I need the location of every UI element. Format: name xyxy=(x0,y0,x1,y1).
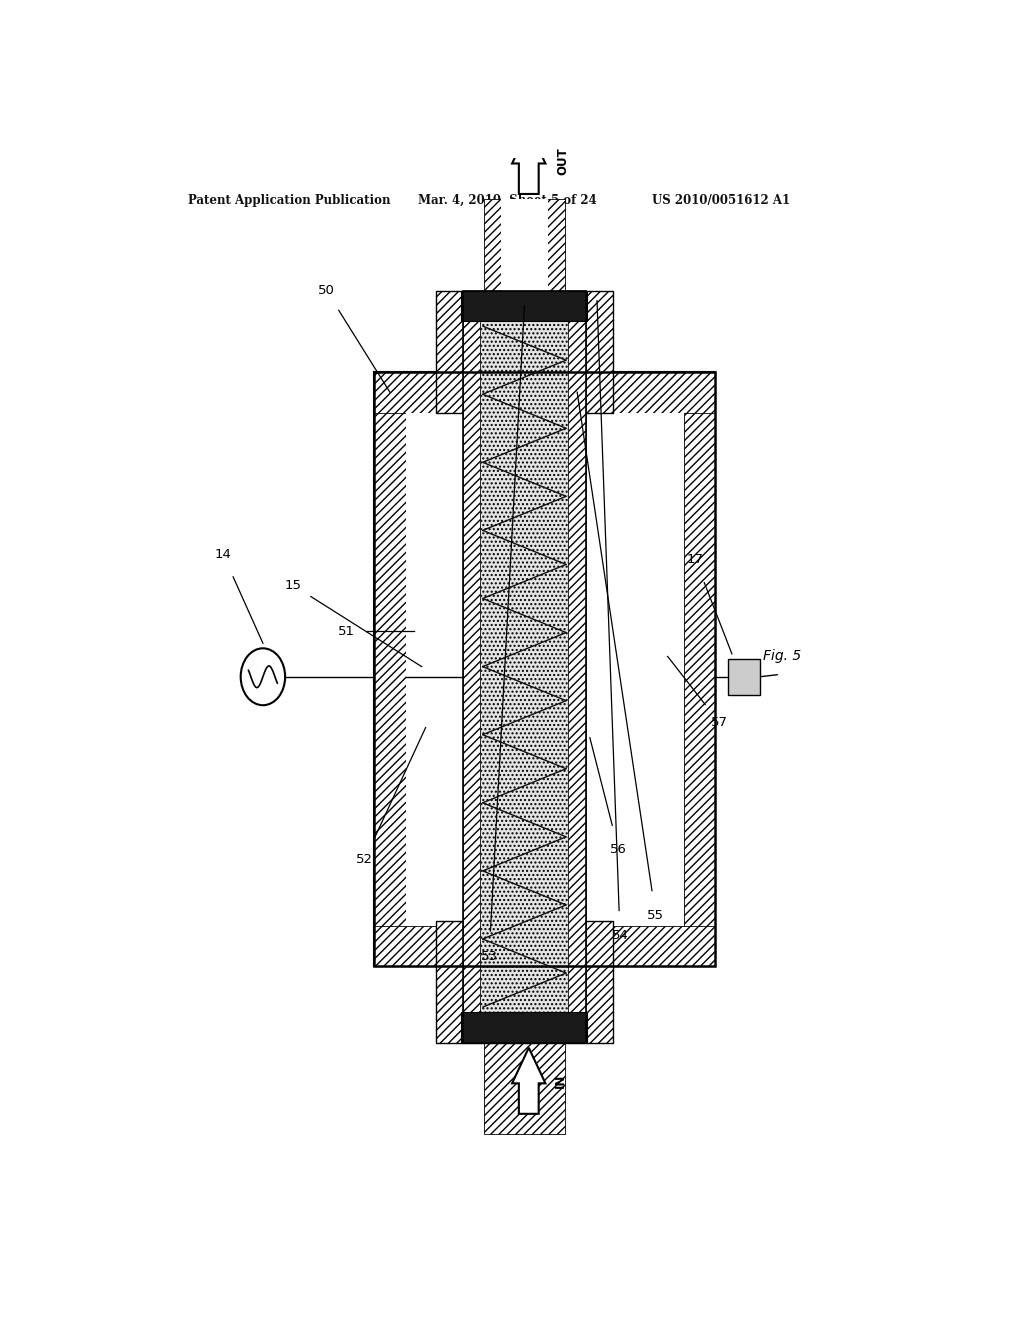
Text: US 2010/0051612 A1: US 2010/0051612 A1 xyxy=(652,194,790,207)
Text: 52: 52 xyxy=(356,853,373,866)
Bar xyxy=(436,290,613,412)
Bar xyxy=(374,925,715,966)
Text: 15: 15 xyxy=(285,578,302,591)
Text: 14: 14 xyxy=(215,548,231,561)
Bar xyxy=(436,1002,613,1043)
Text: 17: 17 xyxy=(687,553,703,566)
Bar xyxy=(374,372,715,966)
Bar xyxy=(374,372,715,966)
Bar xyxy=(483,1043,565,1134)
Bar xyxy=(586,412,684,925)
Bar xyxy=(436,921,613,961)
Bar xyxy=(374,372,406,966)
Bar xyxy=(463,290,586,1043)
Text: 51: 51 xyxy=(338,624,354,638)
Bar xyxy=(406,412,463,925)
Bar xyxy=(483,199,565,331)
Bar xyxy=(461,290,588,321)
Text: IN: IN xyxy=(554,1073,567,1088)
Text: Mar. 4, 2010  Sheet 5 of 24: Mar. 4, 2010 Sheet 5 of 24 xyxy=(418,194,596,207)
Text: 56: 56 xyxy=(610,843,627,857)
Bar xyxy=(436,921,468,1043)
Text: 53: 53 xyxy=(480,950,498,962)
Polygon shape xyxy=(512,1048,546,1114)
Polygon shape xyxy=(512,128,546,194)
Bar xyxy=(374,372,715,412)
Bar xyxy=(480,321,568,1012)
Bar xyxy=(461,1012,588,1043)
Bar xyxy=(463,290,480,1043)
Text: Fig. 5: Fig. 5 xyxy=(763,649,801,664)
Text: 50: 50 xyxy=(318,284,335,297)
Bar xyxy=(436,921,613,1043)
Bar xyxy=(582,921,613,1043)
Bar xyxy=(436,290,468,412)
Bar xyxy=(568,290,586,1043)
Text: Patent Application Publication: Patent Application Publication xyxy=(187,194,390,207)
Bar xyxy=(436,372,613,412)
Bar xyxy=(582,290,613,412)
Bar xyxy=(728,659,760,694)
Bar xyxy=(684,372,715,966)
Text: 57: 57 xyxy=(711,715,728,729)
Bar xyxy=(436,290,613,331)
Text: OUT: OUT xyxy=(556,147,569,174)
Text: 55: 55 xyxy=(647,909,665,923)
Bar xyxy=(501,199,548,290)
Text: 54: 54 xyxy=(611,929,629,942)
